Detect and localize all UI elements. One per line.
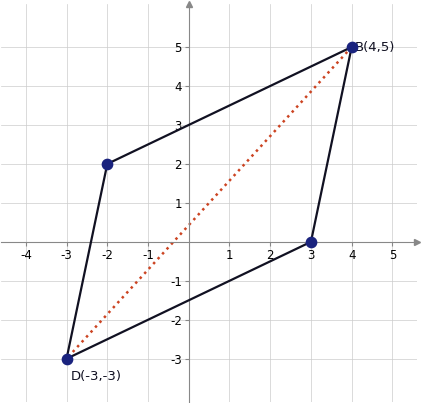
Point — [348, 44, 355, 50]
Text: B(4,5): B(4,5) — [355, 41, 395, 54]
Text: D(-3,-3): D(-3,-3) — [71, 370, 122, 383]
Point — [104, 161, 111, 167]
Point — [308, 239, 314, 245]
Point — [63, 355, 70, 362]
